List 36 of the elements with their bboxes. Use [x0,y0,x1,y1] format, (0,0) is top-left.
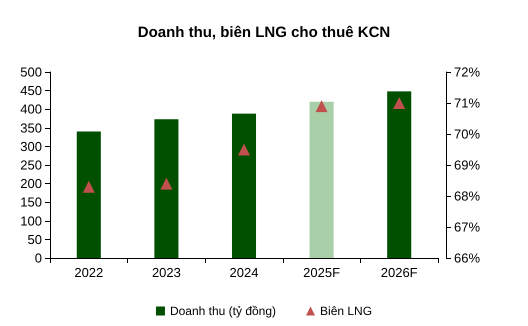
legend-label: Biên LNG [320,304,372,318]
y-tick-label: 350 [20,120,42,136]
legend-label: Doanh thu (tỷ đồng) [170,304,276,318]
y-tick-label: 500 [20,64,42,80]
bar [387,91,412,258]
bar [76,132,101,258]
y-tick-label: 400 [20,102,42,117]
y2-tick-label: 72% [454,64,480,80]
y2-tick-label: 71% [454,96,480,110]
x-tick-label: 2023 [152,265,181,280]
x-tick-label: 2022 [74,265,104,280]
y2-tick-label: 68% [454,188,480,204]
point [393,97,406,109]
x-tick-label: 2025F [303,265,340,280]
point [238,144,250,156]
x-tick-label: 2024 [230,265,258,280]
y-tick-label: 150 [20,194,42,210]
chart-title: Doanh thu, biên LNG cho thuê KCN [138,24,390,41]
point [316,100,328,112]
bar [154,119,178,258]
y2-tick-label: 67% [454,220,480,234]
y2-tick-label: 69% [454,158,480,172]
y2-tick-label: 66% [454,250,480,266]
x-tick-label: 2026F [380,265,418,280]
point [160,178,172,190]
y-tick-label: 50 [28,232,42,247]
y-tick-label: 300 [20,138,42,154]
point [82,180,95,193]
y-tick-label: 450 [20,83,42,98]
y-tick-label: 100 [20,213,42,228]
y-tick-label: 250 [20,158,42,172]
bar [232,114,256,258]
y2-tick-label: 70% [454,126,480,142]
y-tick-label: 200 [20,176,42,192]
bar [310,102,334,258]
y-tick-label: 0 [34,250,42,266]
